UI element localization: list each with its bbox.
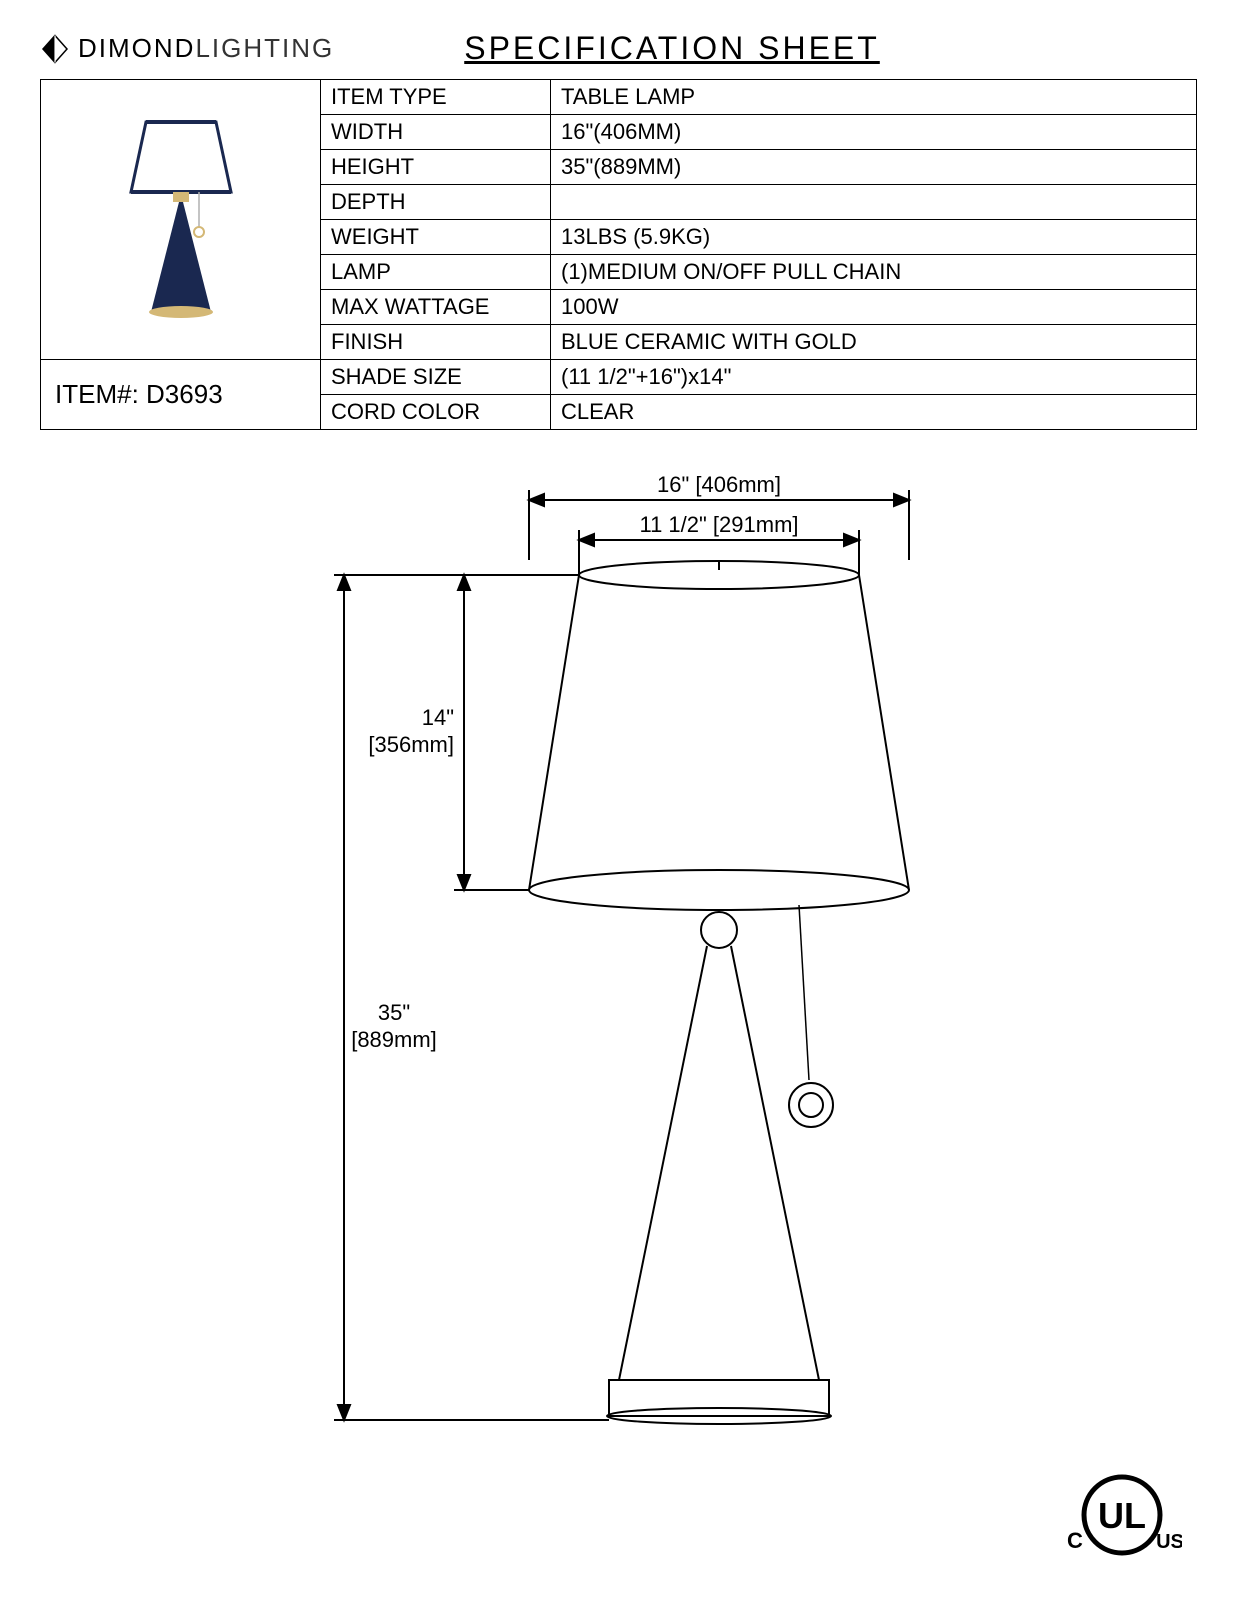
spec-value: TABLE LAMP (551, 80, 1197, 115)
spec-value (551, 185, 1197, 220)
brand-part2: LIGHTING (195, 33, 334, 63)
product-image-cell (41, 80, 321, 360)
brand-part1: DIMOND (78, 33, 195, 63)
table-row: ITEM#: D3693 SHADE SIZE(11 1/2"+16")x14" (41, 360, 1197, 395)
spec-value: 16"(406MM) (551, 115, 1197, 150)
spec-value: CLEAR (551, 395, 1197, 430)
spec-label: HEIGHT (321, 150, 551, 185)
spec-value: 13LBS (5.9KG) (551, 220, 1197, 255)
item-number-label: ITEM#: (55, 379, 139, 409)
ul-listed-icon: UL C US (1062, 1470, 1182, 1560)
table-row: ITEM TYPE TABLE LAMP (41, 80, 1197, 115)
brand-text: DIMONDLIGHTING (78, 33, 334, 64)
spec-label: WEIGHT (321, 220, 551, 255)
dim-total-h-a: 35" (377, 1000, 409, 1025)
dim-shade-h-a: 14" (421, 705, 453, 730)
dimension-diagram: 16" [406mm] 11 1/2" [291mm] 14" [356mm] (209, 460, 1029, 1460)
spec-label: CORD COLOR (321, 395, 551, 430)
spec-value: (1)MEDIUM ON/OFF PULL CHAIN (551, 255, 1197, 290)
spec-label: FINISH (321, 325, 551, 360)
product-image (101, 112, 261, 322)
spec-value: 35"(889MM) (551, 150, 1197, 185)
dim-shade-top: 11 1/2" [291mm] (639, 512, 798, 537)
spec-label: LAMP (321, 255, 551, 290)
spec-label: ITEM TYPE (321, 80, 551, 115)
dim-total-h-b: [889mm] (351, 1027, 437, 1052)
ul-right: US (1156, 1531, 1182, 1553)
dim-width-top: 16" [406mm] (657, 472, 781, 497)
brand: DIMONDLIGHTING (40, 33, 334, 64)
header: DIMONDLIGHTING SPECIFICATION SHEET (40, 30, 1197, 67)
dim-shade-h-b: [356mm] (368, 732, 454, 757)
dimension-diagram-wrap: 16" [406mm] 11 1/2" [291mm] 14" [356mm] (40, 460, 1197, 1460)
brand-logo-icon (40, 34, 70, 64)
item-number-cell: ITEM#: D3693 (41, 360, 321, 430)
ul-left: C (1067, 1528, 1083, 1553)
spec-value: (11 1/2"+16")x14" (551, 360, 1197, 395)
spec-label: SHADE SIZE (321, 360, 551, 395)
sheet-title: SPECIFICATION SHEET (464, 30, 880, 67)
ul-center: UL (1098, 1495, 1146, 1536)
item-number: D3693 (146, 379, 223, 409)
spec-table: ITEM TYPE TABLE LAMP WIDTH16"(406MM) HEI… (40, 79, 1197, 430)
spec-value: 100W (551, 290, 1197, 325)
spec-value: BLUE CERAMIC WITH GOLD (551, 325, 1197, 360)
spec-label: WIDTH (321, 115, 551, 150)
spec-label: DEPTH (321, 185, 551, 220)
spec-label: MAX WATTAGE (321, 290, 551, 325)
